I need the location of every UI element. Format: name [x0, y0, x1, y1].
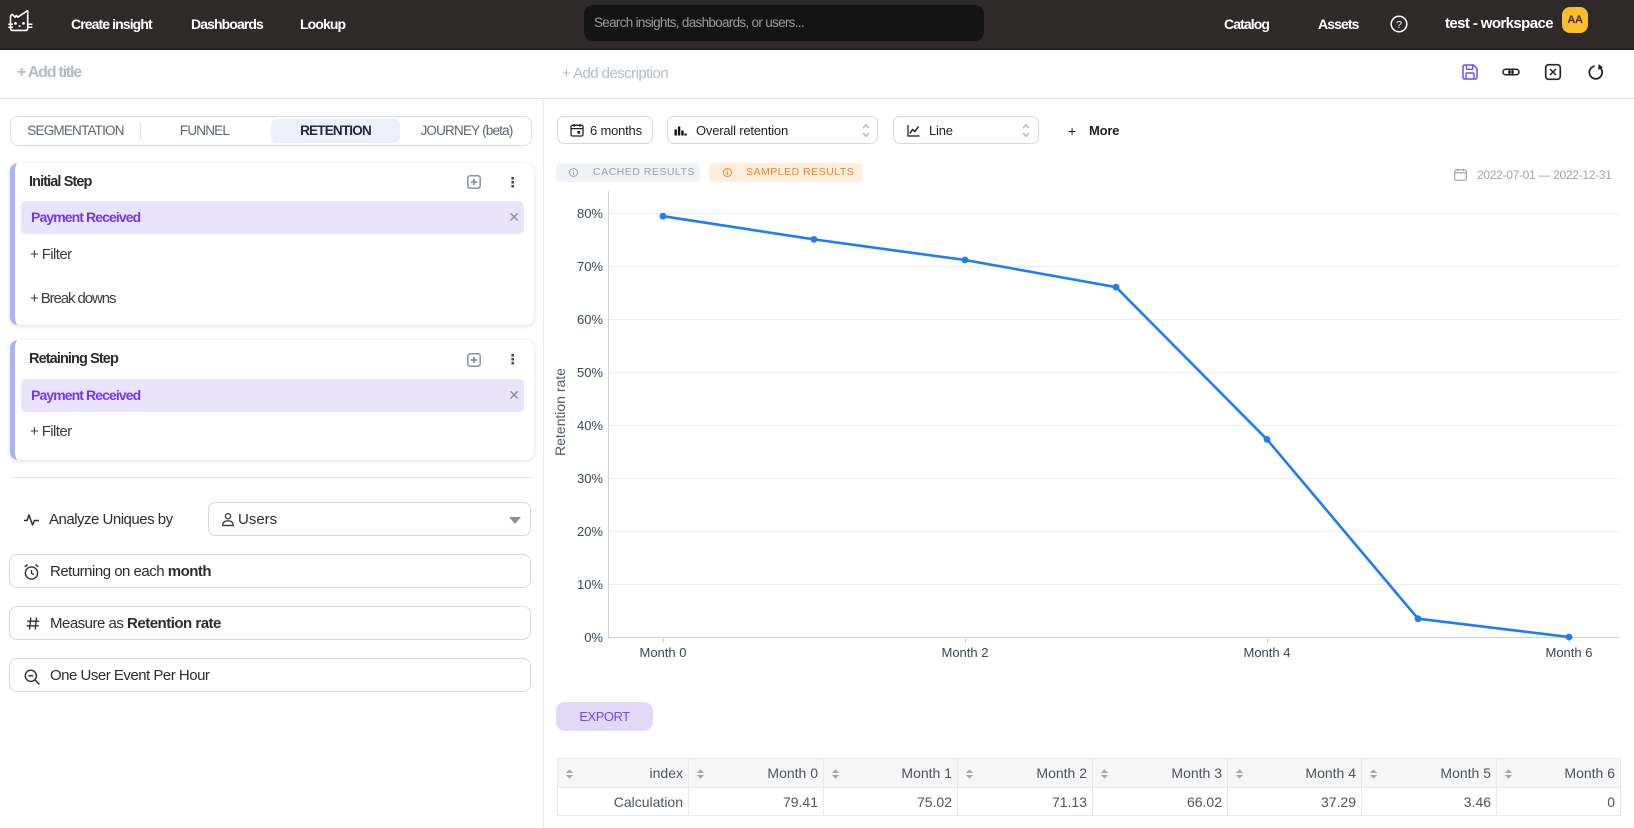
- svg-text:80%: 80%: [577, 206, 603, 221]
- svg-text:?: ?: [1396, 19, 1402, 31]
- svg-text:0%: 0%: [584, 630, 603, 645]
- svg-text:Month 0: Month 0: [640, 645, 687, 660]
- svg-text:Retention rate: Retention rate: [552, 368, 568, 456]
- svg-text:10%: 10%: [577, 577, 603, 592]
- svg-text:20%: 20%: [577, 524, 603, 539]
- svg-text:Month 2: Month 2: [942, 645, 989, 660]
- svg-text:30%: 30%: [577, 471, 603, 486]
- svg-text:Month 6: Month 6: [1546, 645, 1593, 660]
- svg-text:40%: 40%: [577, 418, 603, 433]
- svg-text:Month 4: Month 4: [1244, 645, 1291, 660]
- svg-text:60%: 60%: [577, 312, 603, 327]
- svg-text:70%: 70%: [577, 259, 603, 274]
- svg-text:50%: 50%: [577, 365, 603, 380]
